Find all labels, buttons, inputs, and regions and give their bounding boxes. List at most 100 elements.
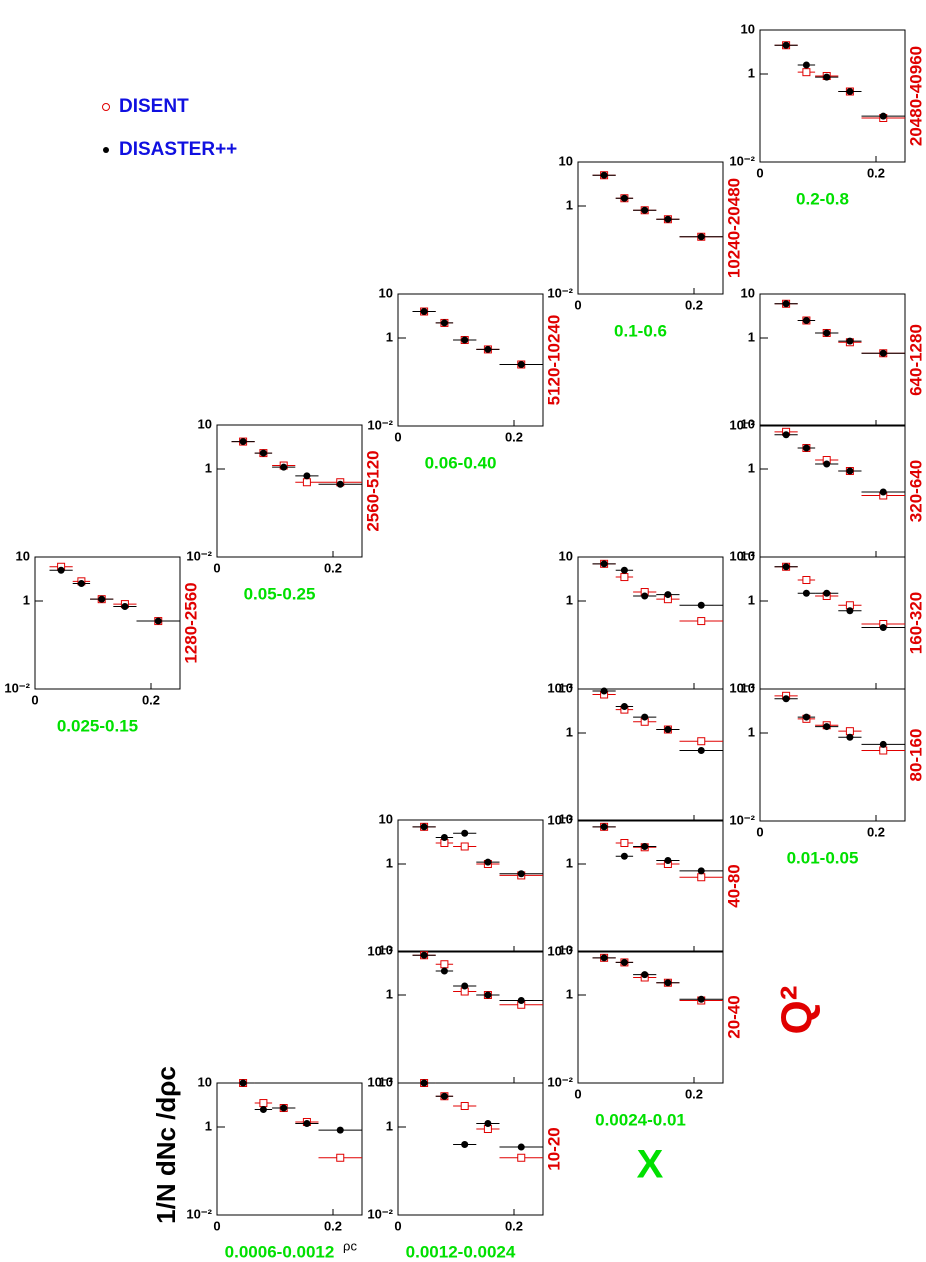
disaster-point	[280, 463, 288, 471]
y-tick-label: 10⁻²	[186, 548, 212, 563]
legend-marker	[103, 147, 109, 153]
disent-point	[845, 727, 854, 736]
disaster-point	[620, 194, 628, 202]
disaster-point	[879, 349, 887, 357]
y-tick-label: 10	[559, 548, 573, 563]
disaster-point	[782, 695, 790, 703]
disaster-point	[879, 488, 887, 496]
y-tick-label: 10⁻²	[367, 1074, 393, 1089]
y-tick-label: 10⁻²	[4, 680, 30, 695]
disaster-point	[280, 1104, 288, 1112]
panel-frame	[577, 819, 724, 953]
panel-frame	[577, 950, 724, 1084]
disaster-point	[57, 566, 65, 574]
x-tick-label: 0.2	[867, 165, 885, 180]
disaster-point	[517, 996, 525, 1004]
disaster-point	[98, 595, 106, 603]
y-tick-label: 10	[741, 416, 755, 431]
y-tick-label: 10⁻²	[729, 153, 755, 168]
disaster-point	[440, 967, 448, 975]
x-range-label: 0.01-0.05	[787, 848, 859, 867]
y-tick-label: 10	[379, 1074, 393, 1089]
x-tick-label: 0.2	[505, 429, 523, 444]
y-tick-label: 1	[386, 1118, 393, 1133]
y-tick-label: 10	[741, 21, 755, 36]
disaster-point	[846, 337, 854, 345]
y-tick-label: 10	[559, 680, 573, 695]
y-tick-label: 10⁻²	[729, 680, 755, 695]
y-tick-label: 1	[748, 592, 755, 607]
x-tick-label: 0	[574, 297, 581, 312]
disaster-point	[484, 991, 492, 999]
x-tick-label: 0	[394, 429, 401, 444]
x-range-label: 0.05-0.25	[244, 584, 316, 603]
x-tick-label: 0	[574, 1086, 581, 1101]
disaster-point	[484, 858, 492, 866]
y-tick-label: 10⁻²	[729, 548, 755, 563]
disaster-point	[420, 1079, 428, 1087]
disaster-point	[823, 460, 831, 468]
disent-point	[336, 1153, 345, 1162]
y-tick-label: 10⁻²	[547, 1074, 573, 1089]
y-tick-label: 10	[559, 153, 573, 168]
disaster-point	[823, 723, 831, 731]
q2-range-label: 640-1280	[906, 324, 925, 396]
y-tick-label: 1	[205, 460, 212, 475]
disent-point	[802, 68, 811, 77]
disaster-point	[620, 703, 628, 711]
x-range-label: 0.025-0.15	[57, 716, 138, 735]
y-tick-label: 1	[566, 855, 573, 870]
y-tick-label: 1	[566, 986, 573, 1001]
disaster-point	[259, 449, 267, 457]
disaster-point	[461, 1141, 469, 1149]
panel-frame	[34, 556, 181, 690]
y-tick-label: 10⁻²	[729, 417, 755, 432]
disaster-point	[600, 687, 608, 695]
disent-point	[697, 873, 706, 882]
disaster-point	[420, 308, 428, 316]
disaster-point	[461, 829, 469, 837]
disaster-point	[484, 1120, 492, 1128]
y-tick-label: 10⁻²	[547, 680, 573, 695]
disaster-point	[517, 870, 525, 878]
x-tick-label: 0	[31, 692, 38, 707]
disent-point	[697, 737, 706, 746]
disent-point	[879, 746, 888, 755]
disaster-point	[879, 112, 887, 120]
y-tick-label: 10⁻²	[547, 943, 573, 958]
disent-point	[802, 576, 811, 585]
panel-frame	[577, 688, 724, 822]
disaster-point	[641, 842, 649, 850]
q2-axis-title: Q²	[773, 986, 822, 1035]
y-tick-label: 10	[198, 1074, 212, 1089]
disaster-point	[620, 958, 628, 966]
x-axis-title: X	[637, 1143, 664, 1187]
panel-frame	[759, 688, 906, 822]
disaster-point	[782, 563, 790, 571]
disent-point	[697, 617, 706, 626]
y-tick-label: 1	[748, 460, 755, 475]
x-tick-label: 0.2	[505, 1218, 523, 1233]
disent-point	[460, 842, 469, 851]
disaster-point	[121, 602, 129, 610]
disaster-point	[664, 726, 672, 734]
q2-range-label: 10240-20480	[724, 178, 743, 278]
x-tick-label: 0.2	[685, 1086, 703, 1101]
disent-point	[460, 1102, 469, 1111]
y-axis-label: 1/N dNc /dρc	[151, 1066, 181, 1224]
y-tick-label: 1	[566, 592, 573, 607]
x-tick-label: 0.2	[324, 1218, 342, 1233]
q2-range-label: 160-320	[906, 592, 925, 654]
disaster-point	[303, 472, 311, 480]
disaster-point	[620, 852, 628, 860]
x-tick-label: 0	[213, 1218, 220, 1233]
panel-frame	[397, 819, 544, 953]
panel-frame	[759, 29, 906, 163]
panel-frame	[759, 293, 906, 427]
disaster-point	[440, 319, 448, 327]
x-tick-label: 0.2	[142, 692, 160, 707]
disaster-point	[420, 823, 428, 831]
x-tick-label: 0.2	[324, 560, 342, 575]
x-tick-label: 0	[756, 824, 763, 839]
